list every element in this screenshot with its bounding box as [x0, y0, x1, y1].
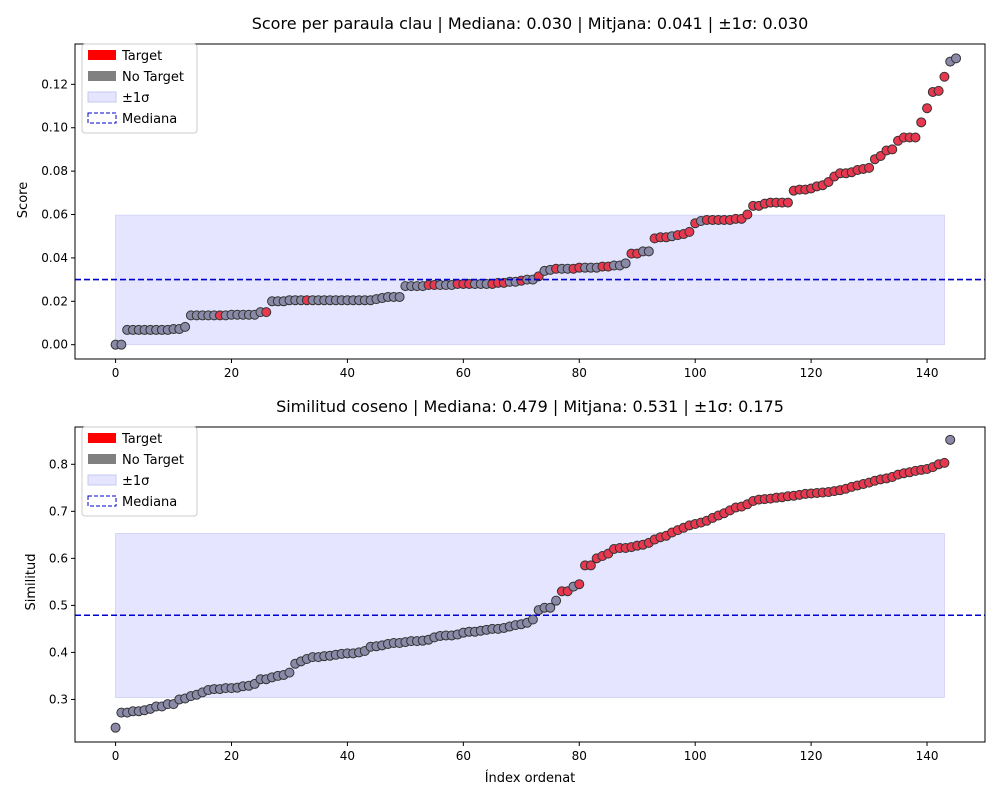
score-panel: Score per paraula clau | Mediana: 0.030 …: [16, 14, 986, 380]
y-tick-label: 0.08: [41, 164, 68, 178]
y-tick-label: 0.06: [41, 208, 68, 222]
legend-label-median: Mediana: [122, 495, 177, 510]
data-point-no-target: [116, 339, 127, 350]
similarity-panel: Similitud coseno | Mediana: 0.479 | Mitj…: [24, 397, 986, 786]
legend-label-target: Target: [121, 432, 162, 447]
plot-frame: [74, 426, 986, 743]
data-point-target: [910, 132, 921, 143]
x-tick-label: 100: [684, 366, 707, 380]
data-point-target: [585, 560, 596, 571]
x-tick-label: 60: [456, 366, 471, 380]
data-point-no-target: [945, 434, 956, 445]
x-tick-label: 0: [112, 366, 120, 380]
data-point-target: [939, 457, 950, 468]
y-tick-label: 0.6: [49, 551, 68, 565]
legend-label-no-target: No Target: [122, 70, 184, 85]
x-tick-label: 40: [340, 366, 355, 380]
data-point-no-target: [545, 602, 556, 613]
legend-swatch-no-target: [88, 71, 116, 81]
data-point-target: [939, 71, 950, 82]
x-tick-label: 40: [340, 749, 355, 763]
legend-swatch-no-target: [88, 454, 116, 464]
data-point-no-target: [620, 258, 631, 269]
legend-label-sigma-band: ±1σ: [122, 91, 149, 106]
y-axis-label: Score: [16, 182, 31, 218]
x-tick-label: 80: [572, 749, 587, 763]
legend-swatch-target: [88, 433, 116, 443]
data-point-target: [887, 144, 898, 155]
data-point-target: [922, 103, 933, 114]
y-axis-label: Similitud: [24, 554, 39, 611]
data-point-no-target: [643, 246, 654, 257]
y-tick-label: 0.04: [41, 251, 68, 265]
plot-frame: [74, 43, 986, 360]
y-tick-label: 0.4: [49, 645, 68, 659]
legend: Target No Target ±1σ Mediana: [81, 43, 198, 134]
data-point-no-target: [951, 53, 962, 64]
data-point-target: [574, 579, 585, 590]
y-tick-label: 0.02: [41, 294, 68, 308]
legend-swatch-median: [87, 495, 117, 507]
data-point-no-target: [110, 722, 121, 733]
data-point-target: [261, 307, 272, 318]
chart-title: Similitud coseno | Mediana: 0.479 | Mitj…: [276, 397, 784, 416]
y-tick-label: 0.12: [41, 77, 68, 91]
data-point-no-target: [527, 614, 538, 625]
data-point-target: [864, 162, 875, 173]
data-point-no-target: [180, 321, 191, 332]
data-point-target: [684, 226, 695, 237]
x-tick-label: 0: [112, 749, 120, 763]
legend-swatch-median: [87, 112, 117, 124]
legend-label-target: Target: [121, 49, 162, 64]
data-point-target: [742, 209, 753, 220]
legend-label-no-target: No Target: [122, 453, 184, 468]
x-tick-label: 80: [572, 366, 587, 380]
data-point-target: [782, 197, 793, 208]
x-tick-label: 120: [800, 749, 823, 763]
data-point-no-target: [284, 667, 295, 678]
data-point-no-target: [551, 595, 562, 606]
legend: Target No Target ±1σ Mediana: [81, 426, 198, 517]
data-point-no-target: [394, 291, 405, 302]
chart-title: Score per paraula clau | Mediana: 0.030 …: [252, 14, 809, 33]
y-tick-label: 0.3: [49, 692, 68, 706]
x-tick-label: 120: [800, 366, 823, 380]
y-tick-label: 0.8: [49, 457, 68, 471]
legend-label-sigma-band: ±1σ: [122, 474, 149, 489]
legend-swatch-sigma-band: [87, 91, 117, 103]
legend-swatch-target: [88, 50, 116, 60]
x-tick-label: 20: [224, 749, 239, 763]
legend-swatch-sigma-band: [87, 474, 117, 486]
x-axis-label: Índex ordenat: [485, 770, 576, 786]
x-tick-label: 140: [916, 366, 939, 380]
x-tick-label: 100: [684, 749, 707, 763]
x-tick-label: 20: [224, 366, 239, 380]
y-tick-label: 0.00: [41, 338, 68, 352]
y-tick-label: 0.7: [49, 504, 68, 518]
legend-label-median: Mediana: [122, 112, 177, 127]
x-tick-label: 60: [456, 749, 471, 763]
data-point-target: [933, 85, 944, 96]
y-tick-label: 0.10: [41, 121, 68, 135]
x-tick-label: 140: [916, 749, 939, 763]
data-point-target: [916, 117, 927, 128]
y-tick-label: 0.5: [49, 598, 68, 612]
